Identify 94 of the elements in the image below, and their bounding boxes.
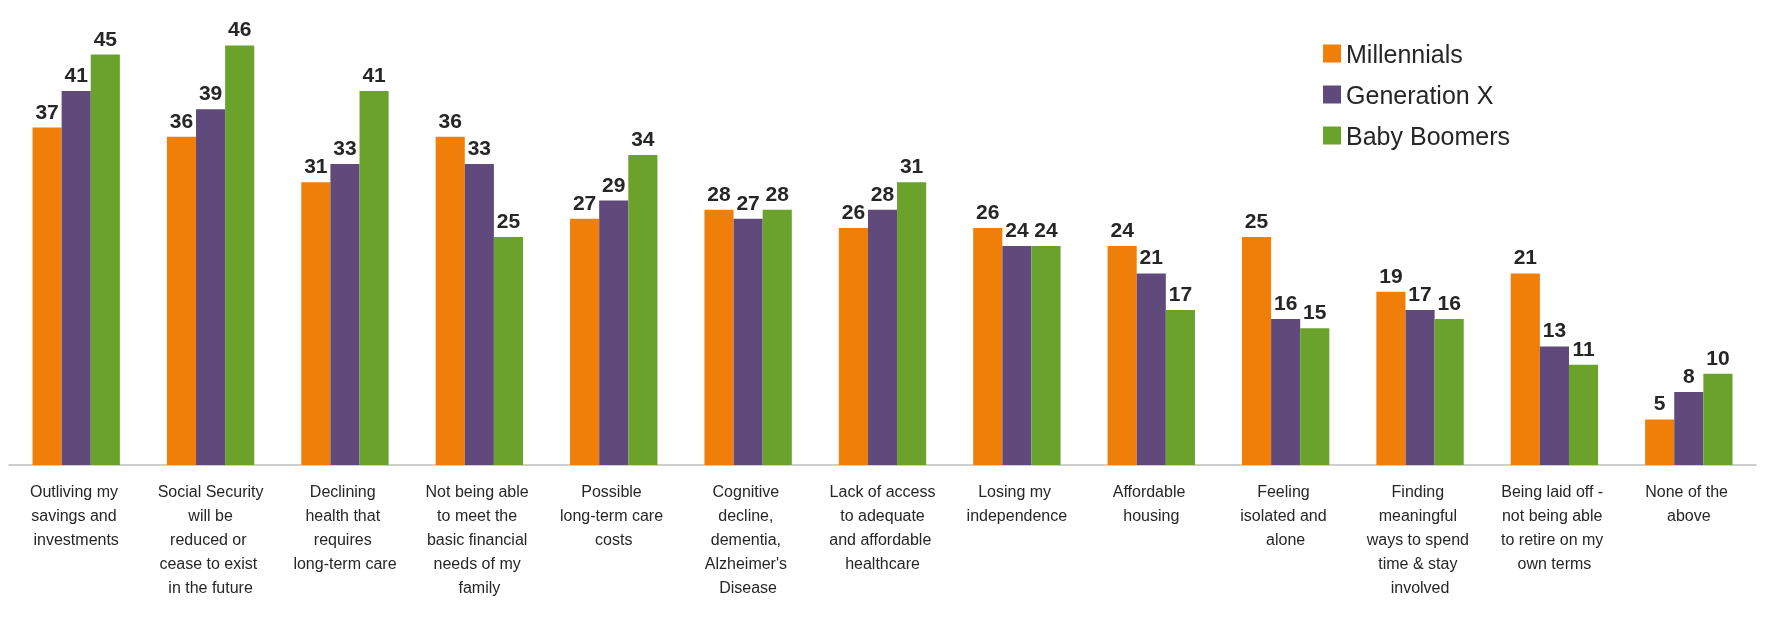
data-label: 41 [362, 63, 387, 87]
data-label: 25 [496, 209, 521, 232]
data-label: 29 [602, 172, 626, 196]
data-label: 24 [1034, 218, 1058, 242]
bar [1645, 419, 1675, 465]
x-tick-label: Outliving my savings and investments [29, 482, 123, 548]
bar [1136, 273, 1166, 465]
bar [1434, 319, 1464, 465]
bar [1510, 273, 1540, 465]
bar [225, 45, 255, 465]
data-label: 33 [333, 136, 357, 160]
data-label: 21 [1513, 245, 1538, 269]
bar [1376, 291, 1406, 465]
bar [301, 182, 331, 465]
bar [1107, 246, 1137, 465]
data-label: 26 [841, 199, 866, 223]
bar [1002, 246, 1032, 465]
x-tick-label: Not being able to meet the basic financial needs of my family [425, 482, 534, 596]
bar [166, 136, 197, 465]
data-label: 21 [1139, 245, 1164, 269]
bar [897, 182, 927, 465]
legend-label: Generation X [1346, 80, 1494, 109]
data-label: 45 [93, 26, 118, 50]
bar [359, 91, 389, 465]
data-label: 17 [1168, 281, 1193, 305]
data-label: 28 [765, 181, 790, 205]
bar [1271, 319, 1301, 465]
data-label: 34 [631, 126, 655, 150]
bar [733, 218, 763, 465]
bar [867, 209, 898, 465]
bar [32, 127, 62, 465]
bar [570, 218, 600, 465]
data-label: 31 [899, 154, 924, 178]
data-label: 15 [1303, 300, 1327, 324]
data-label: 17 [1408, 281, 1432, 305]
data-label: 24 [1005, 218, 1029, 242]
x-tick-label: Finding meaningful ways to spend time & stay involved [1365, 482, 1474, 596]
bar [1703, 373, 1733, 465]
legend-label: Millennials [1346, 39, 1463, 68]
bar [493, 237, 524, 465]
bar [973, 227, 1003, 465]
bar [1241, 237, 1272, 465]
x-tick-label: Cognitive decline, dementia, Alzheimer's Disease [704, 482, 792, 596]
data-label: 10 [1706, 345, 1730, 369]
data-label: 28 [870, 181, 895, 205]
bar [90, 54, 120, 465]
data-label: 28 [707, 181, 731, 205]
bar [1300, 328, 1330, 465]
x-tick-label: Social Security will be reduced or cease to exist in the future [157, 482, 264, 596]
data-label: 8 [1682, 364, 1695, 388]
data-label: 36 [438, 108, 462, 132]
data-label: 26 [976, 199, 1000, 223]
bar [435, 136, 465, 465]
x-tick-label: Feeling isolated and alone [1240, 482, 1332, 548]
data-label: 41 [64, 63, 89, 87]
bar [1031, 246, 1061, 465]
x-tick-label: Lack of access to adequate and affordable healthcare [829, 482, 936, 572]
data-label: 11 [1572, 336, 1595, 360]
bar [599, 200, 629, 465]
data-label: 36 [169, 108, 194, 132]
bar [330, 164, 360, 465]
data-label: 25 [1244, 209, 1269, 232]
data-label: 16 [1273, 291, 1298, 315]
data-label: 39 [198, 81, 223, 105]
bar [1539, 346, 1569, 465]
data-label: 33 [467, 136, 492, 160]
data-label: 24 [1110, 218, 1135, 242]
data-label: 5 [1653, 391, 1666, 415]
bar [628, 154, 658, 465]
bar [838, 227, 868, 465]
data-label: 27 [736, 190, 760, 214]
x-tick-label: Losing my independence [966, 482, 1068, 524]
legend-label: Baby Boomers [1346, 121, 1510, 150]
bar [1165, 309, 1195, 465]
data-label: 16 [1437, 291, 1461, 315]
data-label: 27 [572, 190, 597, 214]
bar [196, 109, 226, 465]
data-label: 31 [304, 154, 328, 178]
bar [704, 209, 734, 465]
data-label: 19 [1379, 263, 1403, 287]
data-label: 46 [228, 17, 252, 41]
data-label: 13 [1542, 318, 1567, 342]
x-tick-label: Possible long-term care costs [559, 482, 668, 548]
data-label: 37 [35, 99, 59, 123]
x-tick-label: Declining health that requires long-term care [293, 482, 397, 572]
bar [1568, 364, 1599, 465]
x-tick-label: None of the above [1645, 482, 1733, 524]
bar [762, 209, 792, 465]
bar [1405, 309, 1435, 465]
bar [61, 91, 91, 465]
x-tick-label: Affordable housing [1112, 482, 1190, 524]
x-tick-label: Being laid off - not being able to retire on my own terms [1501, 482, 1608, 572]
bar [464, 164, 494, 465]
bar [1674, 392, 1704, 465]
